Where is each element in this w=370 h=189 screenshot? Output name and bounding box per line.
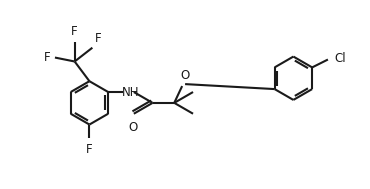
Text: NH: NH bbox=[122, 86, 139, 98]
Text: F: F bbox=[44, 51, 51, 64]
Text: O: O bbox=[128, 121, 138, 134]
Text: F: F bbox=[95, 32, 102, 45]
Text: F: F bbox=[71, 25, 78, 38]
Text: Cl: Cl bbox=[335, 52, 346, 65]
Text: O: O bbox=[181, 69, 190, 82]
Text: F: F bbox=[86, 143, 93, 156]
